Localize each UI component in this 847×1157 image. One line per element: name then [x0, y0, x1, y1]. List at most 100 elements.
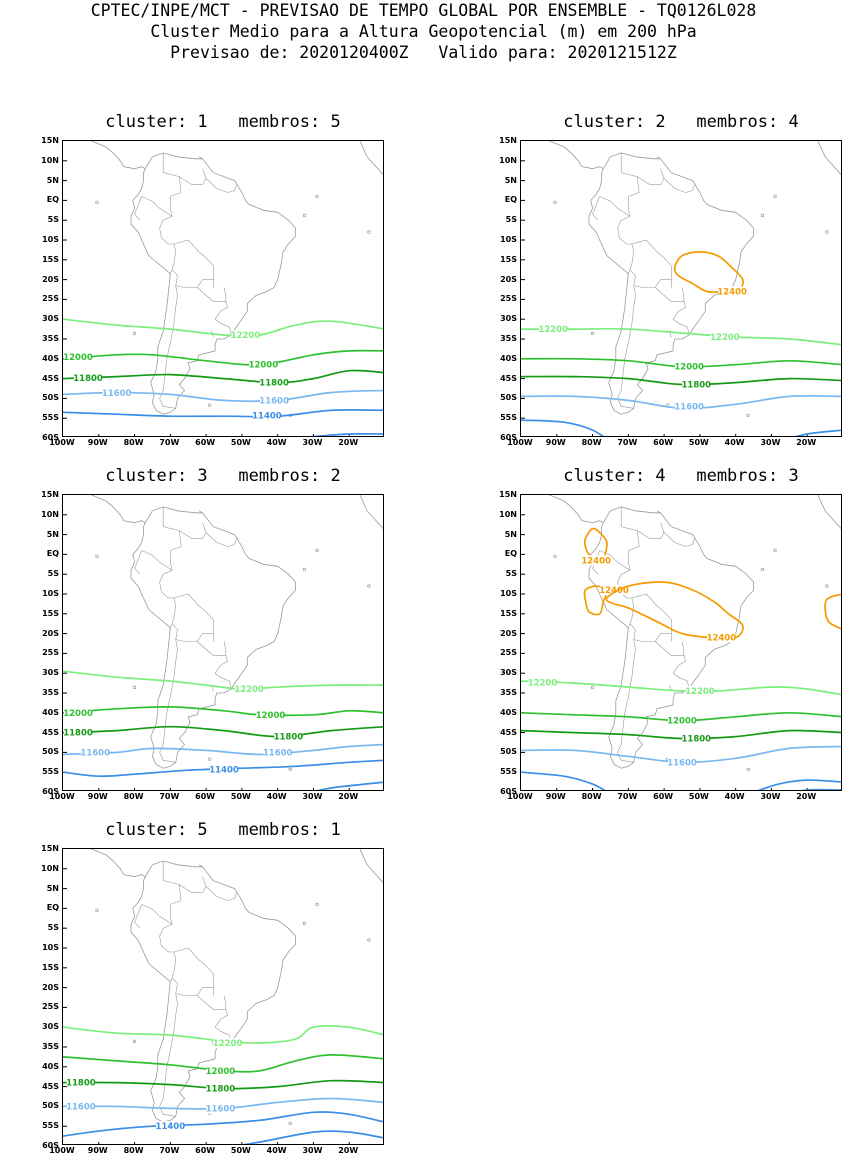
coastline-segment [548, 495, 604, 524]
contour-label: 11600 [66, 1102, 96, 1112]
contour-label-bg [682, 733, 711, 744]
contour-label: 12200 [685, 687, 715, 697]
lat-tick-label: 10N [499, 509, 517, 519]
contour-label-bg [66, 1101, 95, 1112]
lat-tick-label: 30S [42, 668, 59, 678]
contour-12000 [63, 349, 383, 366]
contour-label: 12000 [256, 711, 286, 721]
island [590, 331, 595, 336]
lon-tick-label: 50W [230, 1146, 251, 1155]
country-border [159, 923, 177, 982]
contour-11400 [795, 429, 841, 436]
lat-tick-label: 10N [41, 509, 59, 519]
contour-11400 [316, 781, 383, 790]
lon-tick-label: 60W [195, 792, 216, 801]
contour-12000 [63, 1054, 383, 1073]
contour-label-bg [81, 747, 110, 758]
island [288, 767, 292, 772]
coastline-segment [198, 864, 203, 868]
lat-tick-label: 50S [42, 747, 59, 757]
island [288, 1121, 292, 1126]
country-border [214, 1009, 232, 1044]
lat-tick-label: 5N [46, 883, 59, 893]
contour-label-bg [685, 686, 714, 697]
map-svg: 12200 12000 11800 11800 11600 11600 11400 [63, 849, 383, 1144]
header-line-1: CPTEC/INPE/MCT - PREVISAO DE TEMPO GLOBA… [90, 1, 757, 20]
lon-tick-label: 60W [653, 792, 674, 801]
lon-tick-label: 80W [581, 438, 602, 447]
contour-label-bg [64, 707, 92, 718]
lat-tick-label: 20S [500, 628, 517, 638]
country-border [141, 152, 182, 217]
island [315, 902, 319, 907]
coastline-segment [198, 510, 203, 514]
coastline-segment [90, 141, 146, 170]
lon-tick-label: 50W [688, 792, 709, 801]
contour-label-bg [668, 757, 696, 768]
contour-label: 12000 [206, 1067, 236, 1077]
contour-11400 [757, 779, 841, 790]
contour-12400 [605, 581, 744, 640]
lat-tick-label: 5S [505, 569, 517, 579]
africa-coastline [359, 141, 383, 176]
country-border [655, 641, 685, 656]
contour-12000 [63, 705, 383, 717]
lat-tick-label: 5S [47, 569, 59, 579]
lat-tick-label: 50S [500, 393, 517, 403]
contour-label: 11600 [206, 1104, 236, 1114]
lat-tick-label: 10S [500, 235, 517, 244]
contour-label: 12200 [528, 678, 558, 688]
lon-tick-label: 100W [507, 438, 533, 447]
country-border [663, 532, 686, 547]
lon-tick-label: 100W [49, 438, 75, 447]
country-border [629, 269, 672, 288]
lon-tick-label: 80W [123, 1146, 144, 1155]
country-border [637, 168, 665, 185]
contour-label: 11800 [259, 379, 289, 389]
country-border [173, 239, 214, 288]
south-america-coastline [588, 506, 754, 769]
contour-label-bg [528, 677, 557, 688]
contour-12200 [63, 318, 383, 337]
contour-label: 12200 [710, 333, 740, 343]
map-frame: 12200 12000 12000 11800 11800 11600 11600 11400 [62, 494, 384, 791]
contour-12400 [824, 593, 841, 630]
contour-label: 11600 [674, 402, 704, 412]
country-border [179, 876, 207, 893]
country-border [179, 168, 207, 185]
lat-tick-label: 35S [500, 334, 517, 343]
country-border [134, 904, 142, 929]
coastline-segment [198, 156, 203, 160]
country-border [599, 506, 640, 571]
lat-tick-label: 30S [500, 668, 517, 678]
contour-label-bg [213, 1038, 242, 1049]
lat-tick-label: 15N [41, 136, 59, 145]
contour-label: 11600 [263, 748, 293, 758]
lat-tick-label: 20S [42, 982, 59, 992]
lon-tick-label: 40W [266, 438, 287, 447]
country-border [205, 532, 228, 547]
lat-tick-label: 15S [42, 962, 59, 972]
south-america-coastline [130, 860, 296, 1123]
contour-label: 11800 [682, 735, 712, 745]
lat-tick-label: EQ [46, 903, 59, 913]
island [95, 908, 99, 913]
contour-11400 [243, 1130, 383, 1144]
lat-tick-label: 35S [42, 688, 59, 697]
lat-tick-label: 15S [42, 608, 59, 618]
lon-tick-label: 30W [302, 438, 323, 447]
lat-tick-label: 40S [42, 1061, 59, 1071]
country-border [171, 977, 214, 996]
island [553, 200, 557, 205]
map-svg: 12400 12400 12400 12200 12200 12000 11800 11600 [521, 495, 841, 790]
contour-label: 11400 [209, 765, 239, 775]
lat-tick-label: EQ [46, 549, 59, 559]
contour-11400 [800, 788, 841, 790]
country-border [227, 538, 237, 547]
country-border [672, 655, 690, 690]
island [132, 685, 137, 690]
contour-label-bg [206, 1065, 235, 1076]
island [315, 194, 319, 199]
lon-tick-label: 20W [338, 1146, 359, 1155]
contour-label-bg [64, 351, 92, 362]
